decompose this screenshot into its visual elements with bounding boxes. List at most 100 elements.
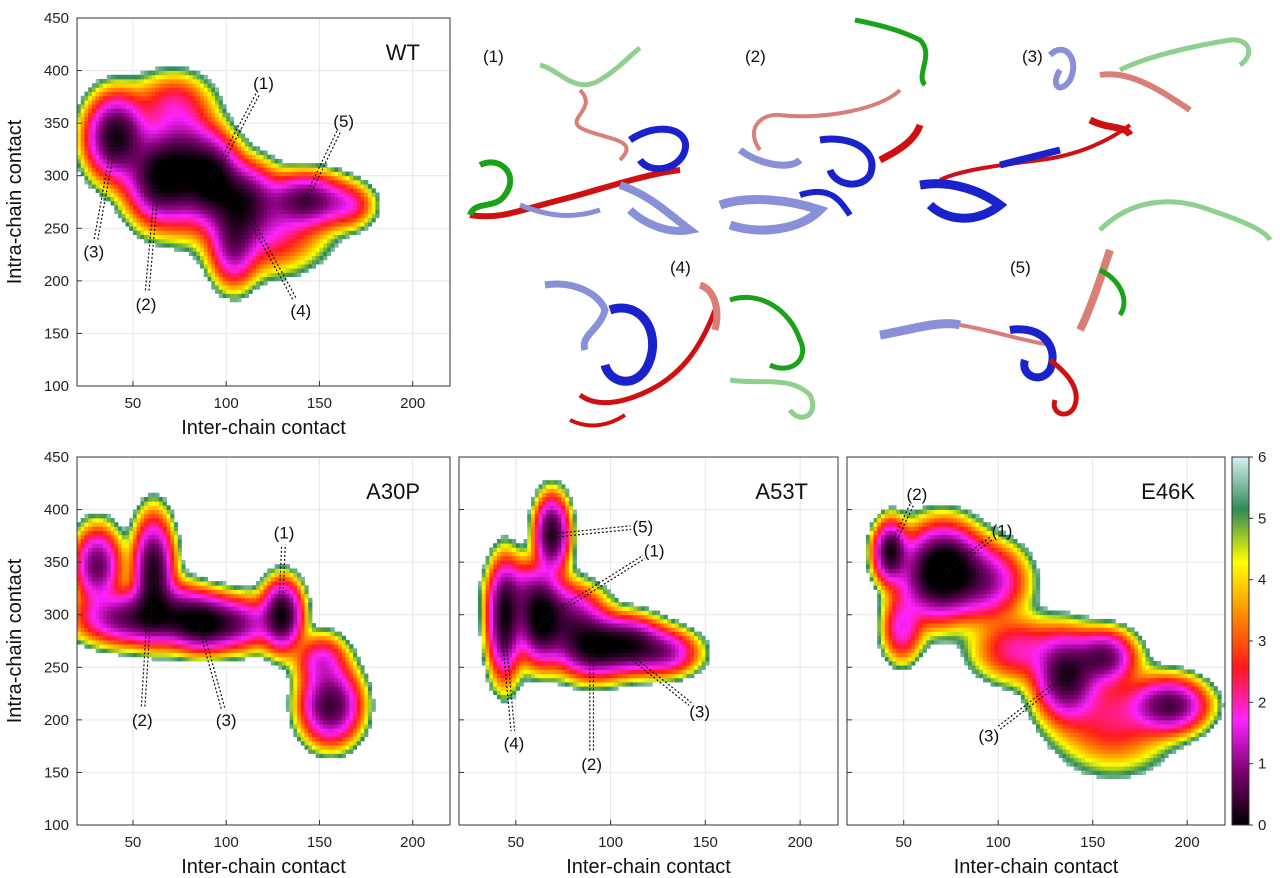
heatmap-cell — [207, 150, 212, 156]
heatmap-cell — [349, 690, 354, 696]
heatmap-cell — [256, 217, 261, 223]
heatmap-cell — [106, 163, 111, 168]
heatmap-cell — [326, 188, 332, 193]
heatmap-cell — [159, 205, 164, 210]
heatmap-cell — [319, 251, 324, 257]
heatmap-cell — [300, 221, 305, 227]
heatmap-cell — [215, 154, 220, 160]
heatmap-cell — [222, 146, 227, 151]
heatmap-cell — [151, 137, 156, 143]
heatmap-cell — [192, 221, 197, 227]
heatmap-cell — [114, 648, 119, 653]
heatmap-cell — [159, 539, 164, 544]
heatmap-cell — [188, 234, 194, 240]
y-tick-label: 450 — [44, 10, 69, 27]
heatmap-cell — [282, 264, 287, 269]
heatmap-cell — [297, 585, 302, 590]
heatmap-cell — [207, 87, 212, 92]
heatmap-cell — [121, 614, 126, 620]
heatmap-cell — [323, 179, 328, 185]
heatmap-cell — [140, 623, 145, 628]
heatmap-cell — [159, 142, 164, 147]
heatmap-cell — [215, 635, 220, 641]
heatmap-cell — [274, 660, 279, 666]
heatmap-cell — [285, 593, 291, 599]
heatmap-cell — [99, 618, 104, 624]
heatmap-cell — [211, 200, 216, 206]
heatmap-cell — [207, 614, 212, 620]
heatmap-cell — [99, 112, 104, 118]
heatmap-cell — [222, 247, 227, 252]
heatmap-cell — [155, 610, 160, 616]
heatmap-cell — [241, 150, 246, 156]
heatmap-cell — [338, 745, 343, 750]
heatmap-cell — [274, 226, 279, 231]
heatmap-cell — [207, 95, 212, 101]
heatmap-cell — [270, 163, 276, 168]
heatmap-cell — [244, 234, 249, 240]
heatmap-cell — [99, 564, 104, 569]
heatmap-cell — [215, 234, 220, 240]
heatmap-cell — [485, 581, 490, 586]
heatmap-cell — [207, 146, 212, 151]
heatmap-cell — [252, 652, 257, 658]
heatmap-cell — [144, 133, 149, 139]
heatmap-cell — [237, 255, 242, 261]
heatmap-cell — [211, 268, 216, 273]
heatmap-cell — [162, 614, 167, 620]
heatmap-cell — [226, 293, 231, 299]
heatmap-cell — [144, 551, 149, 557]
heatmap-cell — [248, 623, 253, 628]
heatmap-cell — [147, 154, 152, 160]
heatmap-cell — [267, 217, 272, 223]
heatmap-cell — [99, 154, 104, 160]
heatmap-cell — [177, 534, 182, 540]
heatmap-cell — [144, 78, 149, 84]
heatmap-cell — [151, 568, 156, 574]
heatmap-cell — [103, 631, 108, 637]
heatmap-cell — [237, 589, 242, 595]
heatmap-cell — [173, 163, 179, 168]
heatmap-cell — [132, 87, 138, 92]
heatmap-cell — [241, 133, 246, 139]
heatmap-cell — [297, 707, 302, 712]
heatmap-cell — [181, 87, 186, 92]
heatmap-cell — [274, 167, 279, 172]
heatmap-cell — [259, 167, 264, 172]
heatmap-cell — [200, 652, 205, 658]
heatmap-cell — [300, 660, 305, 666]
heatmap-cell — [95, 648, 100, 653]
heatmap-cell — [181, 217, 186, 223]
heatmap-cell — [118, 108, 123, 114]
heatmap-cell — [308, 694, 313, 700]
heatmap-cell — [95, 543, 100, 548]
heatmap-cell — [274, 589, 279, 595]
heatmap-cell — [311, 243, 317, 248]
heatmap-cell — [334, 736, 339, 742]
heatmap-cell — [170, 610, 175, 616]
heatmap-cell — [341, 205, 346, 210]
heatmap-cell — [155, 560, 160, 565]
heatmap-cell — [207, 597, 212, 603]
heatmap-cell — [282, 205, 287, 210]
heatmap-cell — [129, 517, 134, 523]
heatmap-cell — [297, 597, 302, 603]
heatmap-cell — [181, 639, 186, 645]
heatmap-cell — [267, 163, 272, 168]
heatmap-cell — [256, 648, 261, 653]
heatmap-cell — [136, 534, 141, 540]
heatmap-cell — [196, 247, 201, 252]
heatmap-cell — [226, 243, 231, 248]
heatmap-cell — [248, 644, 253, 649]
heatmap-cell — [353, 205, 358, 210]
heatmap-cell — [173, 108, 179, 114]
heatmap-cell — [215, 213, 220, 219]
heatmap-cell — [278, 568, 283, 574]
heatmap-cell — [136, 196, 141, 202]
heatmap-cell — [341, 179, 346, 185]
heatmap-cell — [371, 217, 376, 223]
heatmap-cell — [88, 522, 93, 527]
heatmap-cell — [222, 644, 227, 649]
heatmap-cell — [147, 171, 152, 177]
heatmap-cell — [110, 150, 115, 156]
